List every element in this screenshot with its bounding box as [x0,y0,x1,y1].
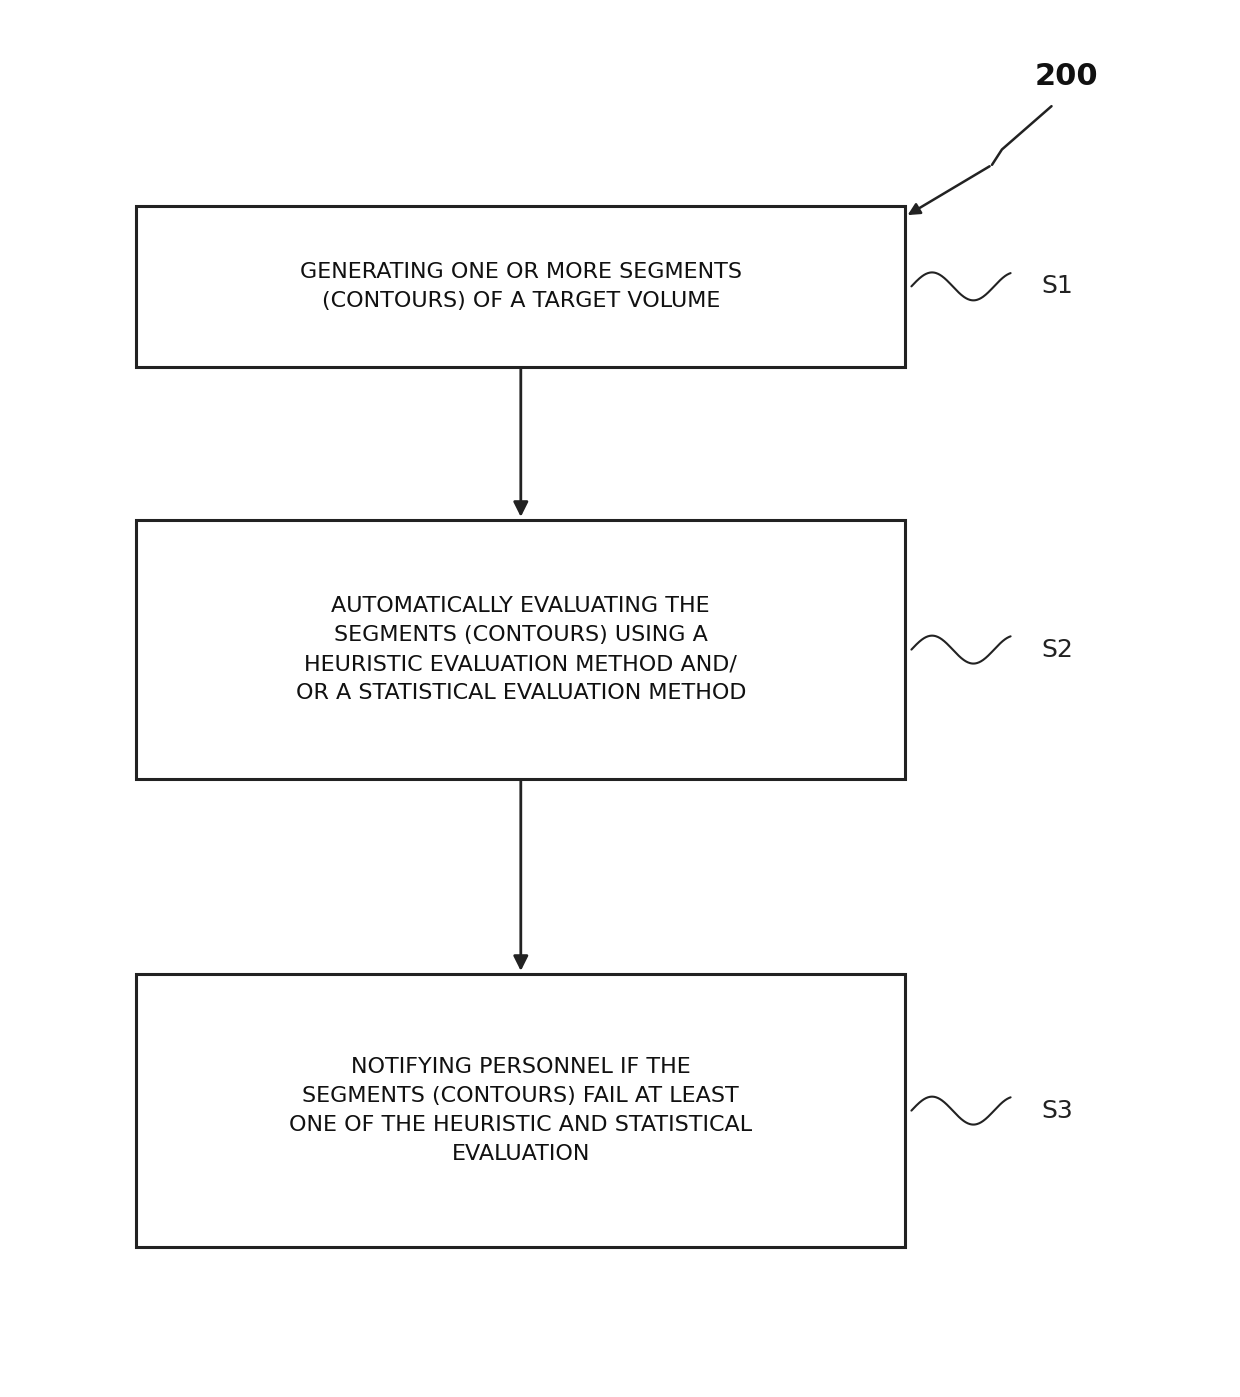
Text: AUTOMATICALLY EVALUATING THE
SEGMENTS (CONTOURS) USING A
HEURISTIC EVALUATION ME: AUTOMATICALLY EVALUATING THE SEGMENTS (C… [295,597,746,703]
Text: GENERATING ONE OR MORE SEGMENTS
(CONTOURS) OF A TARGET VOLUME: GENERATING ONE OR MORE SEGMENTS (CONTOUR… [300,263,742,310]
Text: S2: S2 [1042,637,1074,662]
Text: S3: S3 [1042,1098,1074,1123]
Text: 200: 200 [1034,63,1099,91]
Text: NOTIFYING PERSONNEL IF THE
SEGMENTS (CONTOURS) FAIL AT LEAST
ONE OF THE HEURISTI: NOTIFYING PERSONNEL IF THE SEGMENTS (CON… [289,1058,753,1164]
Bar [136,205,905,366]
Bar [136,975,905,1248]
Text: S1: S1 [1042,274,1074,299]
Bar [136,521,905,780]
